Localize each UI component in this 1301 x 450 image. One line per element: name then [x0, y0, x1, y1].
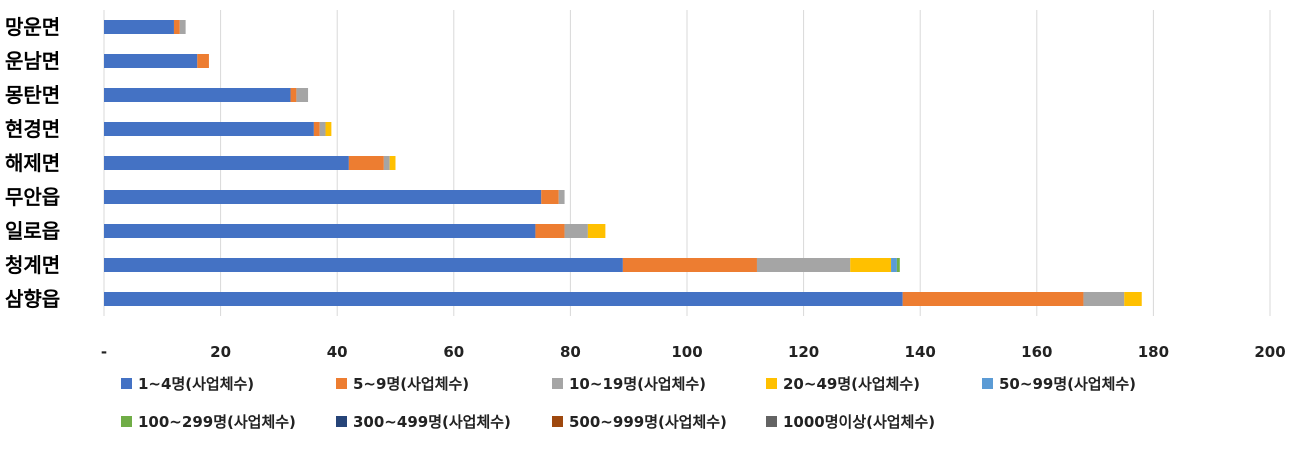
category-label: 해제면: [5, 151, 60, 175]
bar-segment: [290, 88, 297, 102]
bar-segment: [319, 122, 326, 136]
bar-segment: [313, 122, 320, 136]
bar-segment: [383, 156, 390, 170]
bar-segment: [104, 258, 623, 272]
x-tick-label: 200: [1254, 343, 1285, 361]
bar-segment: [1083, 292, 1125, 306]
x-tick-label: 20: [210, 343, 231, 361]
legend-label: 1~4명(사업체수): [138, 375, 254, 393]
category-label: 청계면: [5, 253, 60, 277]
category-label: 일로읍: [5, 219, 60, 243]
bar-segment: [891, 258, 897, 272]
x-tick-label: 180: [1138, 343, 1169, 361]
bar-segment: [104, 156, 349, 170]
bar-segment: [104, 292, 903, 306]
bar-segment: [587, 224, 606, 238]
legend-swatch: [766, 416, 777, 427]
x-tick-label: 120: [788, 343, 819, 361]
bar-segment: [104, 54, 198, 68]
category-label: 몽탄면: [5, 83, 60, 107]
x-tick-label: 60: [443, 343, 464, 361]
category-label: 망운면: [5, 15, 60, 39]
bar-segment: [104, 88, 291, 102]
legend-swatch: [552, 378, 563, 389]
bar-segment: [896, 258, 900, 272]
bar-segment: [850, 258, 892, 272]
x-tick-label: 100: [671, 343, 702, 361]
legend-label: 300~499명(사업체수): [353, 413, 511, 431]
legend-label: 20~49명(사업체수): [783, 375, 920, 393]
x-tick-label: 160: [1021, 343, 1052, 361]
legend-label: 500~999명(사업체수): [569, 413, 727, 431]
bar-segment: [104, 224, 536, 238]
x-tick-label: 40: [327, 343, 348, 361]
legend-label: 100~299명(사업체수): [138, 413, 296, 431]
legend-swatch: [336, 416, 347, 427]
legend-swatch: [336, 378, 347, 389]
bar-segment: [535, 224, 565, 238]
bar-segment: [389, 156, 396, 170]
x-tick-label: 140: [905, 343, 936, 361]
bar-segment: [104, 122, 314, 136]
x-tick-label: 80: [560, 343, 581, 361]
legend-swatch: [121, 416, 132, 427]
legend-label: 50~99명(사업체수): [999, 375, 1136, 393]
bar-segment: [348, 156, 384, 170]
legend-label: 5~9명(사업체수): [353, 375, 469, 393]
legend-swatch: [982, 378, 993, 389]
bar-segment: [558, 190, 565, 204]
bar-segment: [173, 20, 180, 34]
bar-segment: [902, 292, 1084, 306]
bar-segment: [296, 88, 309, 102]
legend-swatch: [766, 378, 777, 389]
bar-segment: [756, 258, 851, 272]
bar-segment: [179, 20, 186, 34]
bar-segment: [541, 190, 559, 204]
legend-label: 10~19명(사업체수): [569, 375, 706, 393]
bar-segment: [197, 54, 209, 68]
category-label: 현경면: [5, 117, 60, 141]
bar-segment: [564, 224, 588, 238]
legend-label: 1000명이상(사업체수): [783, 413, 935, 431]
legend-swatch: [121, 378, 132, 389]
category-label: 운남면: [5, 49, 60, 73]
legend-swatch: [552, 416, 563, 427]
bar-segment: [104, 190, 542, 204]
bar-segment: [325, 122, 332, 136]
category-label: 무안읍: [5, 185, 60, 209]
category-label: 삼향읍: [5, 287, 60, 311]
bar-segment: [1124, 292, 1142, 306]
bar-segment: [104, 20, 174, 34]
x-tick-label: -: [101, 343, 107, 361]
bar-segment: [622, 258, 757, 272]
